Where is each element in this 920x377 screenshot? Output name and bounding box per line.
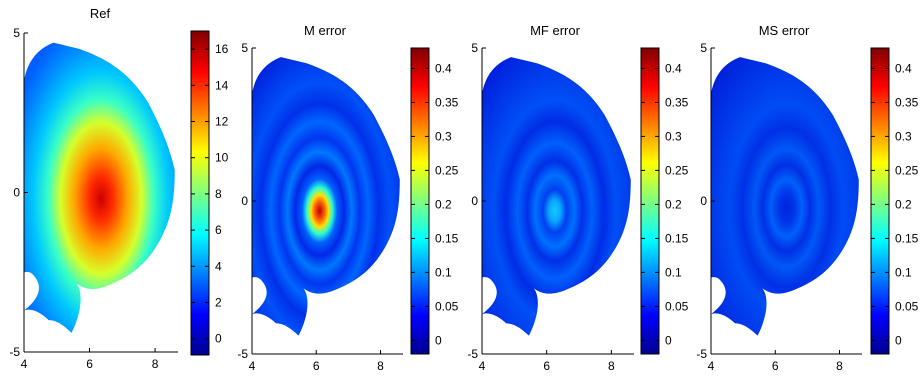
colorbar-tick-label: 0.25 [435, 163, 459, 177]
heatmap-field [711, 57, 859, 336]
y-tick-label: -5 [696, 347, 707, 361]
colorbar-tick-label: 0.25 [665, 163, 689, 177]
x-tick-label: 4 [21, 357, 28, 371]
colorbar-tick-label: 0.05 [435, 299, 459, 313]
panel-title-mf-error: MF error [530, 23, 581, 38]
y-tick-label: -5 [467, 347, 478, 361]
colorbar-tick-label: 0.4 [895, 61, 912, 75]
colorbar-tick-label: 0.1 [435, 265, 452, 279]
y-tick-label: 0 [241, 194, 248, 208]
heatmap-field [252, 57, 400, 336]
colorbar-tick-label: 2 [215, 296, 222, 310]
colorbar-tick-label: 0.1 [665, 265, 682, 279]
panel-ms-error: 4 6 8 5 0 -5 0 0.05 0.1 0.15 0.2 0.25 0.3 0.35 0.4 [696, 41, 918, 373]
colorbar-tick-label: 8 [215, 187, 222, 201]
colorbar-tick-label: 10 [215, 151, 229, 165]
colorbar-tick-label: 0.05 [665, 299, 689, 313]
colorbar [870, 47, 890, 355]
colorbar-tick-label: 0.4 [665, 61, 682, 75]
y-tick-label: 5 [241, 41, 248, 55]
colorbar [190, 30, 210, 356]
heatmap-field [24, 42, 175, 333]
colorbar-tick-label: 0.35 [435, 95, 459, 109]
colorbar-tick-label: 4 [215, 259, 222, 273]
colorbar-tick-label: 0.05 [895, 299, 919, 313]
x-tick-label: 8 [608, 359, 615, 373]
colorbar-tick-label: 0.3 [435, 129, 452, 143]
y-tick-label: 0 [700, 194, 707, 208]
x-tick-label: 6 [86, 357, 93, 371]
x-tick-label: 6 [313, 359, 320, 373]
heatmap-field [482, 57, 631, 336]
colorbar-tick-label: 0.4 [435, 61, 452, 75]
panel-m-error: 4 6 8 5 0 -5 0 0.05 0.1 0.15 0.2 0.25 0.3 0.35 0.4 [237, 41, 458, 373]
colorbar-tick-label: 12 [215, 115, 229, 129]
colorbar-tick-label: 0.2 [435, 197, 452, 211]
y-tick-label: -5 [237, 347, 248, 361]
colorbar [410, 47, 430, 355]
colorbar-tick-label: 14 [215, 78, 229, 92]
colorbar-tick-label: 0 [435, 333, 442, 347]
x-tick-label: 8 [152, 357, 159, 371]
colorbar-tick-label: 0 [665, 333, 672, 347]
colorbar-tick-label: 0.15 [895, 231, 919, 245]
y-tick-label: 0 [13, 186, 20, 200]
panel-mf-error: 4 6 8 5 0 -5 0 0.05 0.1 0.15 0.2 0.25 0.3 0.35 0.4 [467, 41, 688, 373]
colorbar-tick-label: 0 [895, 333, 902, 347]
colorbar-tick-label: 6 [215, 223, 222, 237]
panel-title-ref: Ref [90, 6, 111, 21]
colorbar-tick-label: 0.35 [665, 95, 689, 109]
colorbar-tick-label: 0.3 [895, 129, 912, 143]
x-tick-label: 8 [836, 359, 843, 373]
colorbar-tick-label: 0.15 [435, 231, 459, 245]
y-tick-label: 5 [700, 41, 707, 55]
panel-title-m-error: M error [304, 23, 347, 38]
x-tick-label: 6 [772, 359, 779, 373]
y-tick-label: 5 [13, 26, 20, 40]
panel-ref: 4 6 8 5 0 -5 0 2 4 6 8 10 12 14 16 [9, 26, 228, 371]
colorbar-tick-label: 0 [215, 332, 222, 346]
colorbar [640, 47, 660, 355]
colorbar-tick-label: 0.2 [665, 197, 682, 211]
colorbar-tick-label: 0.35 [895, 95, 919, 109]
colorbar-tick-label: 0.15 [665, 231, 689, 245]
x-tick-label: 6 [543, 359, 550, 373]
x-tick-label: 8 [377, 359, 384, 373]
colorbar-tick-label: 0.3 [665, 129, 682, 143]
y-tick-label: 5 [471, 41, 478, 55]
colorbar-tick-label: 0.1 [895, 265, 912, 279]
x-tick-label: 4 [479, 359, 486, 373]
colorbar-tick-label: 16 [215, 42, 229, 56]
colorbar-tick-label: 0.25 [895, 163, 919, 177]
x-tick-label: 4 [249, 359, 256, 373]
y-tick-label: 0 [471, 194, 478, 208]
y-tick-label: -5 [9, 345, 20, 359]
panel-title-ms-error: MS error [759, 23, 810, 38]
colorbar-tick-label: 0.2 [895, 197, 912, 211]
x-tick-label: 4 [708, 359, 715, 373]
